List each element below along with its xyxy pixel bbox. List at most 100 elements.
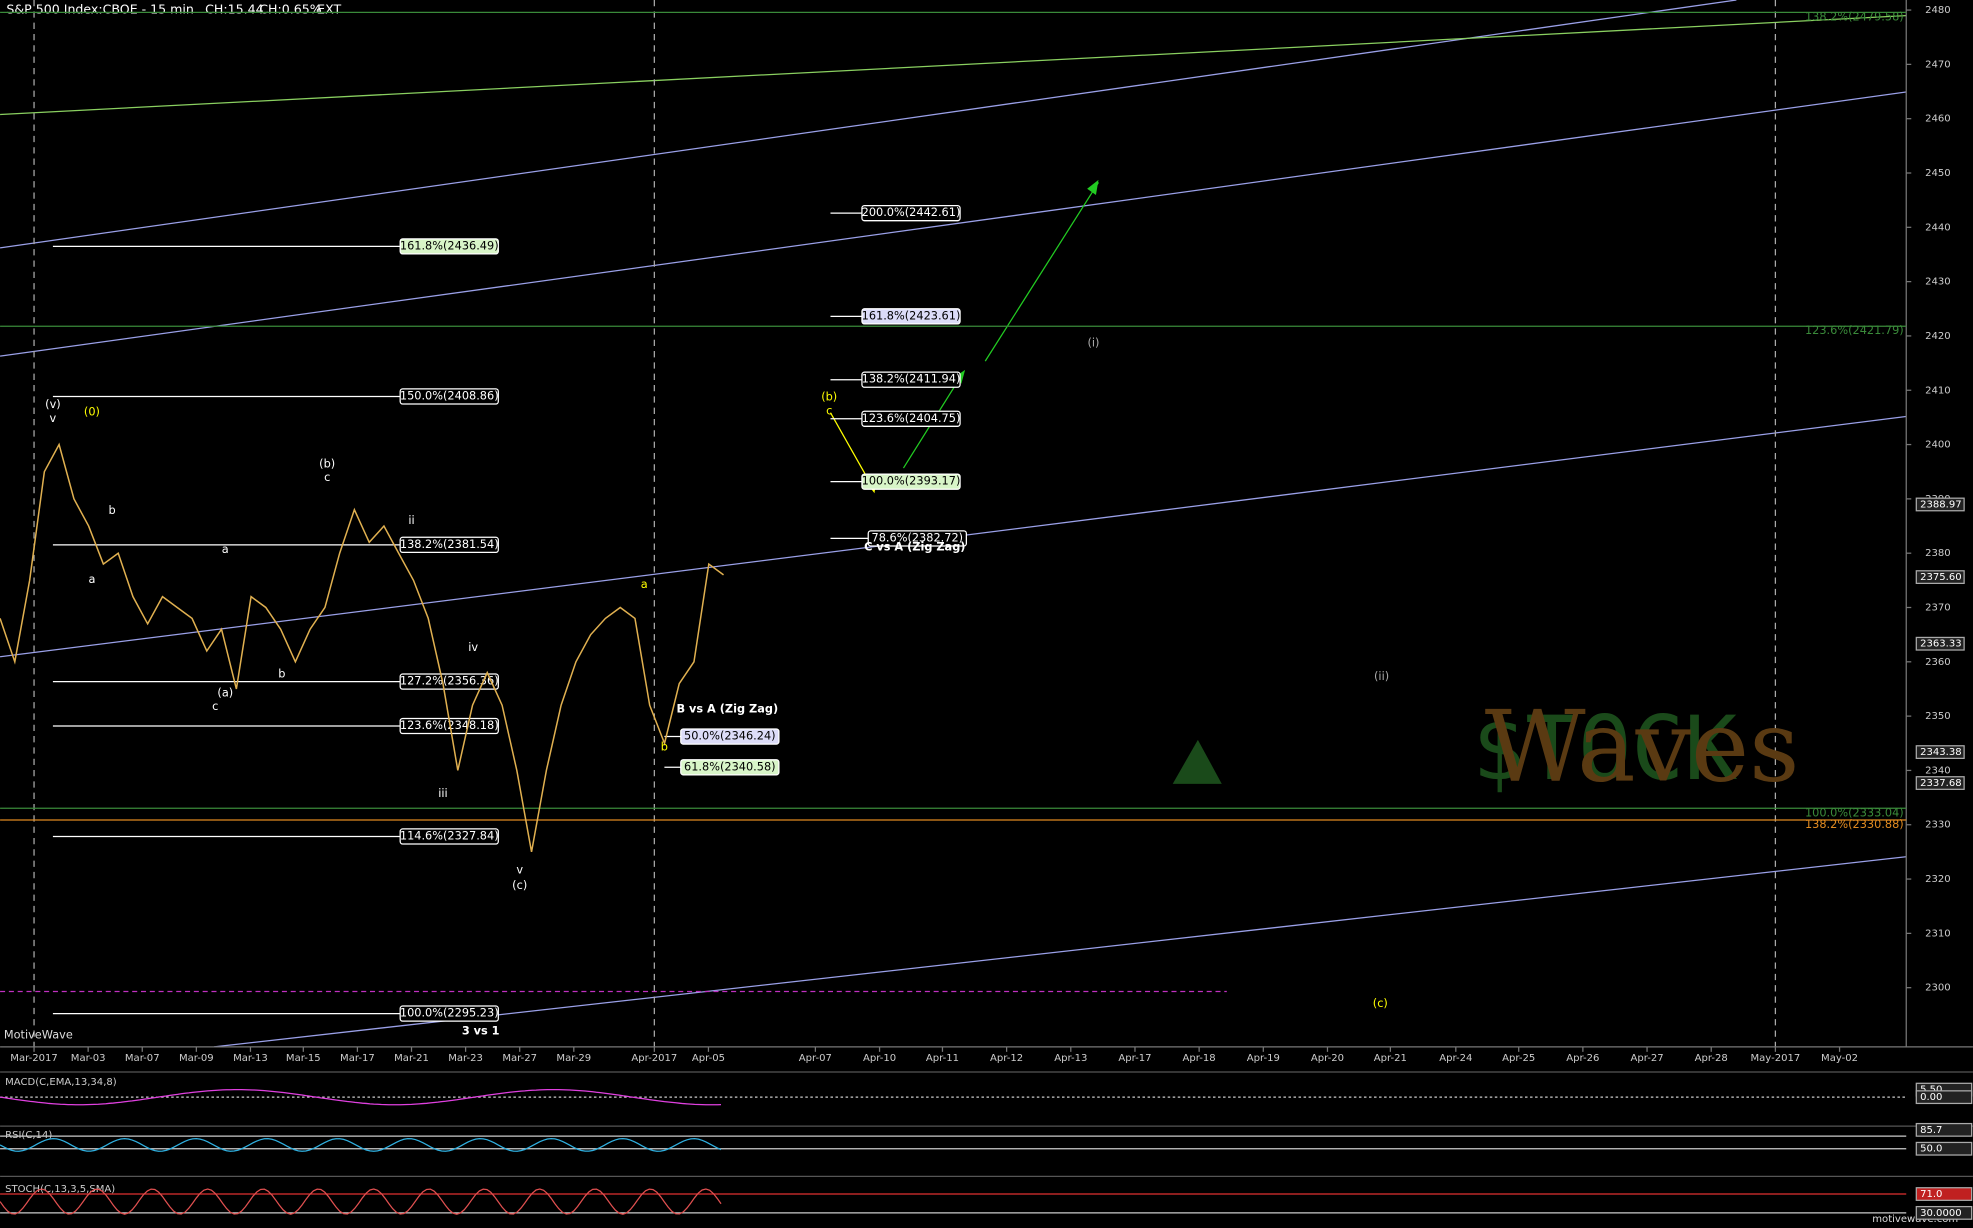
- indicator-line: [0, 1188, 722, 1215]
- wave-label: a: [222, 542, 229, 556]
- indicator-tag: [1915, 1205, 1973, 1220]
- indicator-line: [0, 1088, 722, 1106]
- x-tick-label: Apr-17: [1118, 1053, 1151, 1064]
- y-tick-label: 2430: [1925, 277, 1951, 288]
- x-tick-label: Apr-21: [1374, 1053, 1407, 1064]
- fib-box: [680, 759, 780, 776]
- indicator-label: STOCH(C,13,3,5,SMA): [5, 1184, 115, 1195]
- price-axis: [1906, 0, 1973, 1047]
- fib-box: [861, 371, 961, 388]
- price-tag: [1915, 745, 1965, 759]
- x-tick-label: Apr-25: [1502, 1053, 1535, 1064]
- y-tick-label: 2440: [1925, 222, 1951, 233]
- x-tick-label: May-2017: [1750, 1053, 1800, 1064]
- y-tick-label: 2310: [1925, 928, 1951, 939]
- watermark: $TOCK: [1472, 697, 1737, 800]
- indicator-tag-label: 0.00: [1920, 1092, 1942, 1103]
- y-tick-label: 2470: [1925, 59, 1951, 70]
- indicator-tag: [1915, 1187, 1973, 1201]
- level-label: 100.0%(2333.04): [1805, 805, 1904, 819]
- indicator-panels: MACD(C,EMA,13,34,8) 5.500.00 RSI(C,14) 85.7…: [0, 1071, 1973, 1220]
- level-label: 138.2%(2330.88): [1805, 817, 1904, 831]
- wave-label: ii: [408, 513, 414, 527]
- fib-box: [867, 530, 967, 547]
- fib-label: 123.6%(2348.18): [400, 718, 499, 732]
- y-tick-label: 2460: [1925, 114, 1951, 125]
- wave-label: b: [278, 666, 285, 680]
- wave-label: v: [516, 863, 523, 877]
- watermark: Waves: [1485, 690, 1800, 804]
- wave-label: (c): [512, 878, 527, 892]
- change: CH:15.44: [205, 2, 264, 17]
- x-tick-label: Mar-27: [502, 1053, 537, 1064]
- wave-label: (b): [319, 456, 335, 470]
- fib-label: 100.0%(2393.17): [862, 474, 961, 488]
- x-tick-label: Mar-09: [179, 1053, 214, 1064]
- price-tag: [1915, 776, 1965, 790]
- fib-box: [399, 673, 499, 690]
- watermark-logo: [1172, 739, 1222, 784]
- y-tick-label: 2420: [1925, 331, 1951, 342]
- level-label: 138.2%(2479.58): [1805, 9, 1904, 23]
- y-tick-label: 2360: [1925, 657, 1951, 668]
- fib-box: [861, 410, 961, 427]
- wave-label: (i): [1087, 335, 1099, 349]
- wave-label: (a): [217, 685, 233, 699]
- annotation: 3 vs 1: [462, 1024, 500, 1038]
- title: S&P 500 Index:CBOE - 15 min: [6, 2, 194, 17]
- x-tick-label: Mar-2017: [10, 1053, 58, 1064]
- x-tick-label: Mar-13: [233, 1053, 268, 1064]
- level-label: 123.6%(2421.79): [1805, 323, 1904, 337]
- change-pct: CH:0.65%: [259, 2, 321, 17]
- fib-label: 138.2%(2381.54): [400, 537, 499, 551]
- indicator-tag-label: 50.0: [1920, 1144, 1942, 1155]
- indicator-tag-label: 5.50: [1920, 1085, 1942, 1096]
- wave-label: c: [212, 699, 218, 713]
- x-tick-label: Mar-23: [448, 1053, 483, 1064]
- indicator-tag: [1915, 1090, 1973, 1105]
- x-tick-label: Apr-11: [926, 1053, 959, 1064]
- fib-box: [399, 388, 499, 405]
- x-tick-label: Mar-17: [340, 1053, 375, 1064]
- x-tick-label: May-02: [1821, 1053, 1858, 1064]
- x-tick-label: Apr-12: [990, 1053, 1023, 1064]
- wave-label: (c): [1373, 996, 1388, 1010]
- indicator-tag: [1915, 1122, 1973, 1137]
- y-tick-label: 2350: [1925, 711, 1951, 722]
- fib-label: 123.6%(2404.75): [862, 411, 961, 425]
- price-tag: [1915, 636, 1965, 651]
- x-tick-label: Mar-07: [125, 1053, 160, 1064]
- wave-label: a: [88, 572, 95, 586]
- wave-label: (v): [45, 397, 61, 411]
- wave-label: v: [50, 411, 57, 425]
- wave-label: c: [324, 470, 330, 484]
- fib-box: [399, 828, 499, 845]
- site: motivewave.com: [1872, 1214, 1958, 1225]
- fib-label: 50.0%(2346.24): [684, 729, 776, 743]
- y-tick-label: 2450: [1925, 168, 1951, 179]
- indicator-label: RSI(C,14): [5, 1130, 52, 1141]
- x-tick-label: Apr-24: [1439, 1053, 1472, 1064]
- price-tag-label: 2363.33: [1920, 639, 1962, 650]
- wave-label: (0): [84, 405, 100, 419]
- indicator-tag-label: 85.7: [1920, 1125, 1942, 1136]
- price-tag-label: 2388.97: [1920, 499, 1962, 510]
- fib-label: 200.0%(2442.61): [862, 205, 961, 219]
- fib-box: [680, 728, 780, 745]
- y-tick-label: 2480: [1925, 5, 1951, 16]
- indicator-line: [0, 1138, 722, 1152]
- indicator-tag-label: 71.0: [1920, 1189, 1942, 1200]
- wave-label: c: [826, 403, 832, 417]
- x-tick-label: Mar-15: [286, 1053, 321, 1064]
- indicator-tag-label: 30.0000: [1920, 1208, 1962, 1219]
- wave-label: (ii): [1374, 669, 1389, 683]
- fib-label: 138.2%(2411.94): [862, 372, 961, 386]
- wave-label: iv: [468, 640, 478, 654]
- y-tick-label: 2410: [1925, 385, 1951, 396]
- price-tag-label: 2337.68: [1920, 778, 1962, 789]
- wave-label: (b): [821, 390, 837, 404]
- fib-box: [861, 308, 961, 325]
- y-tick-label: 2380: [1925, 548, 1951, 559]
